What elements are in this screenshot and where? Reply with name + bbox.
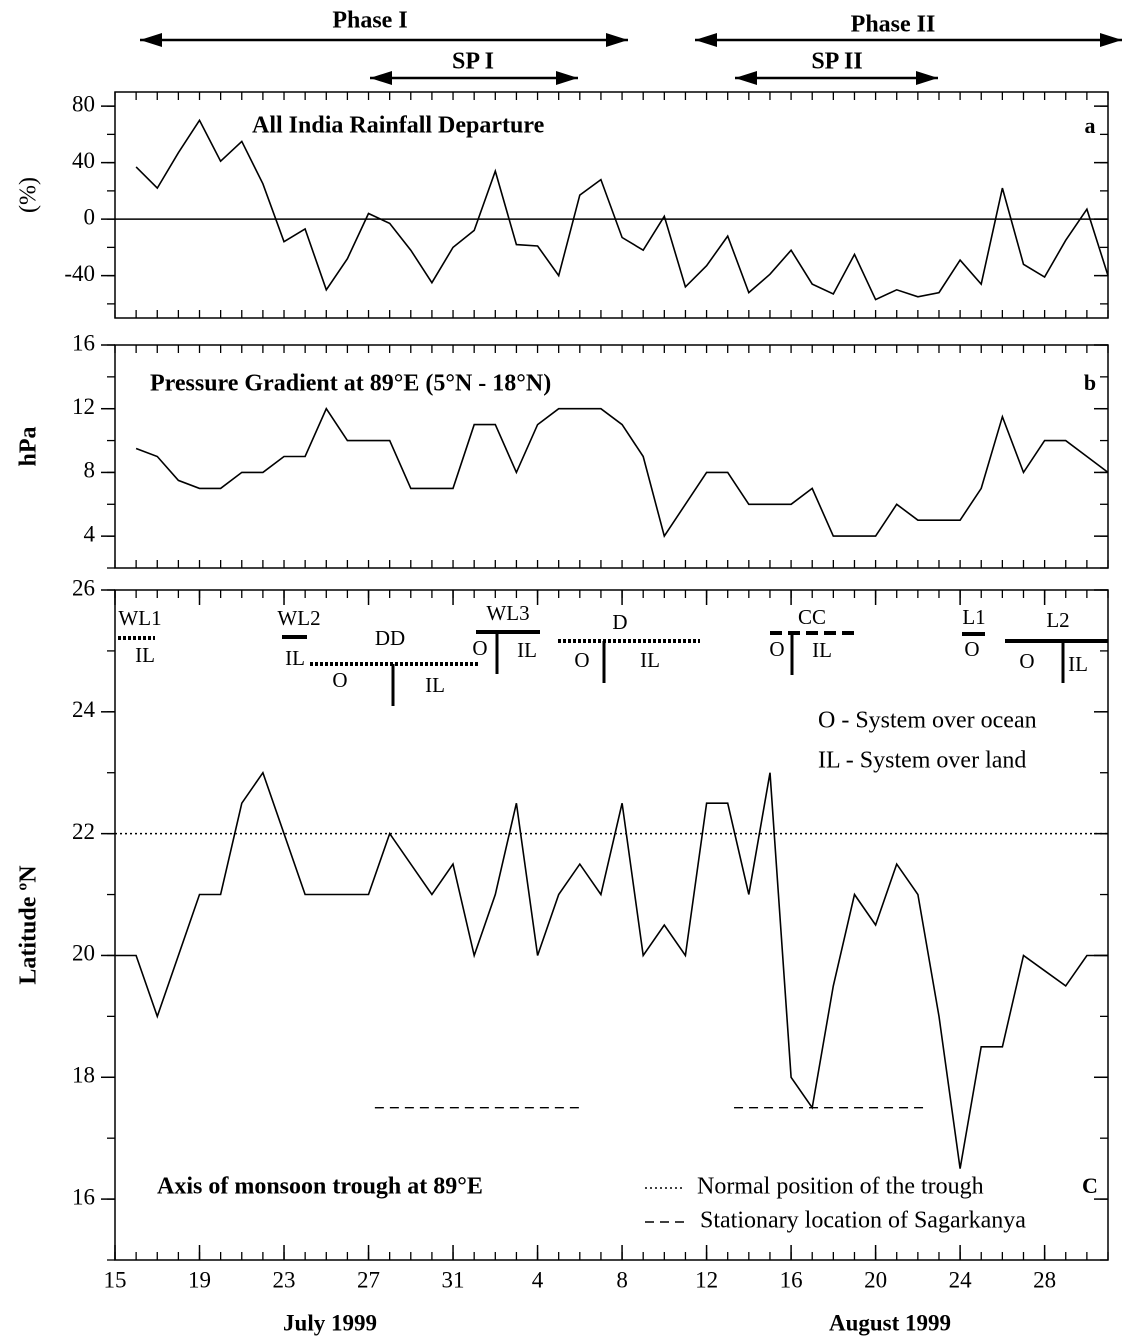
system-sublabel: O [1019, 649, 1034, 673]
phase-label: SP I [452, 49, 494, 75]
system-name: DD [375, 626, 405, 650]
system-name: WL3 [486, 601, 529, 625]
y-tick-label: -40 [64, 261, 95, 286]
y-tick-label: 20 [72, 941, 95, 966]
panel-title: Pressure Gradient at 89°E (5°N - 18°N) [150, 371, 551, 397]
system-sublabel: O [332, 668, 347, 692]
panel-label: b [1084, 370, 1096, 395]
y-tick-label: 40 [72, 148, 95, 173]
y-axis-label: (%) [16, 177, 42, 213]
system-name: L1 [962, 605, 985, 629]
system-name: L2 [1046, 608, 1069, 632]
x-tick-label: 24 [949, 1267, 973, 1292]
arrow-head [140, 33, 162, 47]
phase-label: Phase II [851, 12, 936, 38]
x-tick-label: 4 [532, 1267, 544, 1292]
panel-label: C [1082, 1173, 1098, 1198]
data-line [135, 118, 1109, 301]
systems-legend: IL - System over land [818, 748, 1026, 774]
x-tick-label: 16 [780, 1267, 803, 1292]
system-name: WL1 [118, 606, 161, 630]
y-tick-label: 22 [72, 819, 95, 844]
x-tick-label: 28 [1033, 1267, 1056, 1292]
system-sublabel: IL [517, 638, 537, 662]
system-sublabel: IL [640, 648, 660, 672]
month-label: August 1999 [829, 1310, 951, 1335]
y-tick-label: 24 [72, 697, 96, 722]
x-tick-label: 15 [104, 1267, 127, 1292]
phase-label: Phase I [332, 8, 407, 34]
legend-text: Stationary location of Sagarkanya [700, 1208, 1026, 1234]
system-sublabel: O [964, 637, 979, 661]
y-tick-label: 8 [84, 458, 96, 483]
y-tick-label: 12 [72, 394, 95, 419]
arrow-head [606, 33, 628, 47]
arrow-head [1100, 33, 1122, 47]
x-tick-label: 12 [695, 1267, 718, 1292]
panel-frame [114, 91, 1109, 319]
system-name: CC [798, 605, 826, 629]
data-line [135, 407, 1109, 539]
system-name: D [612, 610, 627, 634]
x-tick-label: 19 [188, 1267, 211, 1292]
y-tick-label: 16 [72, 330, 95, 355]
panel-frame [114, 344, 1109, 569]
x-tick-label: 31 [442, 1267, 465, 1292]
system-sublabel: IL [812, 638, 832, 662]
x-tick-label: 8 [616, 1267, 628, 1292]
x-tick-label: 27 [357, 1267, 380, 1292]
x-tick-label: 20 [864, 1267, 887, 1292]
systems-legend: O - System over ocean [818, 708, 1037, 734]
y-tick-label: 80 [72, 91, 95, 116]
system-sublabel: O [769, 637, 784, 661]
arrow-head [556, 71, 578, 85]
panel-frame [114, 589, 1109, 1261]
system-sublabel: IL [425, 673, 445, 697]
arrow-head [735, 71, 757, 85]
y-tick-label: 16 [72, 1184, 95, 1209]
panel-title: All India Rainfall Departure [252, 113, 545, 139]
x-tick-label: 23 [273, 1267, 296, 1292]
system-sublabel: O [472, 636, 487, 660]
system-sublabel: IL [135, 643, 155, 667]
system-sublabel: O [574, 648, 589, 672]
system-name: WL2 [277, 606, 320, 630]
y-axis-label: hPa [16, 426, 42, 466]
system-sublabel: IL [285, 646, 305, 670]
legend-text: Normal position of the trough [697, 1174, 984, 1200]
arrow-head [916, 71, 938, 85]
y-axis-label: Latitude ºN [16, 865, 42, 985]
y-tick-label: 26 [72, 575, 95, 600]
y-tick-label: 4 [84, 521, 96, 546]
arrow-head [370, 71, 392, 85]
month-label: July 1999 [283, 1310, 377, 1335]
panel-label: a [1085, 113, 1096, 138]
arrow-head [695, 33, 717, 47]
phase-label: SP II [811, 49, 862, 75]
system-sublabel: IL [1068, 652, 1088, 676]
y-tick-label: 0 [84, 204, 96, 229]
y-tick-label: 18 [72, 1063, 95, 1088]
data-line [115, 770, 1108, 1169]
panel-title: Axis of monsoon trough at 89°E [157, 1174, 483, 1200]
